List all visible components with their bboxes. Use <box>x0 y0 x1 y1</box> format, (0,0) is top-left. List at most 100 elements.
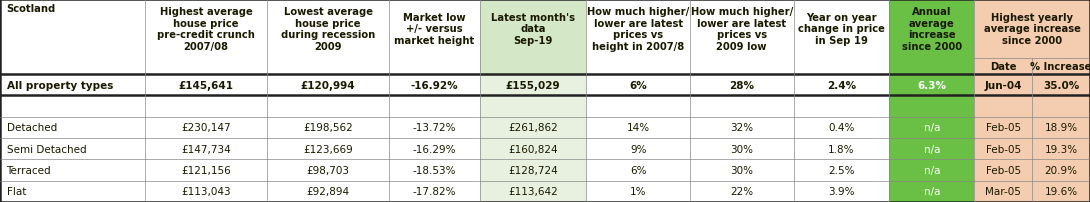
Bar <box>389 0 480 59</box>
Text: -16.29%: -16.29% <box>413 144 456 154</box>
Text: Detached: Detached <box>7 123 57 133</box>
Bar <box>145 0 267 59</box>
Bar <box>1032 59 1090 75</box>
Text: How much higher/
lower are latest
prices vs
2009 low: How much higher/ lower are latest prices… <box>691 7 792 52</box>
Bar <box>586 138 690 160</box>
Bar <box>0 117 145 138</box>
Text: Feb-05: Feb-05 <box>985 144 1021 154</box>
Bar <box>0 59 145 75</box>
Text: 1.8%: 1.8% <box>828 144 855 154</box>
Bar <box>1032 160 1090 181</box>
Bar <box>889 75 974 96</box>
Bar <box>480 75 586 96</box>
Bar <box>974 0 1032 59</box>
Bar <box>480 96 586 117</box>
Bar <box>389 75 480 96</box>
Text: Highest yearly
average increase
since 2000: Highest yearly average increase since 20… <box>984 13 1080 46</box>
Bar <box>267 117 389 138</box>
Text: 6%: 6% <box>629 80 647 90</box>
Bar <box>0 181 145 202</box>
Bar <box>690 181 794 202</box>
Bar <box>1032 75 1090 96</box>
Bar <box>690 0 794 59</box>
Bar <box>794 181 889 202</box>
Text: 35.0%: 35.0% <box>1043 80 1079 90</box>
Bar <box>1032 0 1090 59</box>
Text: 22%: 22% <box>730 186 753 196</box>
Bar <box>586 75 690 96</box>
Bar <box>974 59 1032 75</box>
Bar <box>974 138 1032 160</box>
Text: £121,156: £121,156 <box>181 165 231 175</box>
Bar <box>889 117 974 138</box>
Text: Lowest average
house price
during recession
2009: Lowest average house price during recess… <box>281 7 375 52</box>
Text: Feb-05: Feb-05 <box>985 123 1021 133</box>
Bar <box>267 96 389 117</box>
Bar <box>586 160 690 181</box>
Text: All property types: All property types <box>7 80 113 90</box>
Bar <box>586 96 690 117</box>
Bar <box>389 117 480 138</box>
Bar <box>794 138 889 160</box>
Text: £92,894: £92,894 <box>306 186 350 196</box>
Bar <box>0 160 145 181</box>
Text: 2.5%: 2.5% <box>828 165 855 175</box>
Bar <box>389 59 480 75</box>
Bar <box>1032 138 1090 160</box>
Text: 28%: 28% <box>729 80 754 90</box>
Bar <box>480 160 586 181</box>
Bar <box>480 59 586 75</box>
Text: 2.4%: 2.4% <box>827 80 856 90</box>
Bar <box>889 96 974 117</box>
Bar <box>794 75 889 96</box>
Text: How much higher/
lower are latest
prices vs
height in 2007/8: How much higher/ lower are latest prices… <box>588 7 689 52</box>
Text: £128,724: £128,724 <box>508 165 558 175</box>
Bar <box>145 96 267 117</box>
Bar <box>1032 181 1090 202</box>
Bar <box>0 75 145 96</box>
Bar <box>690 160 794 181</box>
Bar <box>889 59 974 75</box>
Bar <box>0 96 145 117</box>
Bar <box>389 96 480 117</box>
Text: Mar-05: Mar-05 <box>985 186 1021 196</box>
Bar <box>974 96 1032 117</box>
Text: £261,862: £261,862 <box>508 123 558 133</box>
Text: 32%: 32% <box>730 123 753 133</box>
Bar <box>794 0 889 59</box>
Text: n/a: n/a <box>923 165 941 175</box>
Bar <box>267 160 389 181</box>
Bar <box>690 117 794 138</box>
Text: Date: Date <box>990 62 1017 72</box>
Text: £113,642: £113,642 <box>508 186 558 196</box>
Bar <box>1032 117 1090 138</box>
Text: 19.6%: 19.6% <box>1044 186 1078 196</box>
Text: £198,562: £198,562 <box>303 123 353 133</box>
Text: 18.9%: 18.9% <box>1044 123 1078 133</box>
Bar <box>389 181 480 202</box>
Text: 30%: 30% <box>730 165 753 175</box>
Bar <box>586 0 690 59</box>
Bar <box>145 75 267 96</box>
Text: n/a: n/a <box>923 144 941 154</box>
Text: -17.82%: -17.82% <box>413 186 456 196</box>
Bar <box>974 75 1032 96</box>
Text: Terraced: Terraced <box>7 165 51 175</box>
Text: 3.9%: 3.9% <box>828 186 855 196</box>
Bar <box>267 181 389 202</box>
Text: 19.3%: 19.3% <box>1044 144 1078 154</box>
Text: -13.72%: -13.72% <box>413 123 456 133</box>
Bar <box>267 138 389 160</box>
Text: £113,043: £113,043 <box>181 186 231 196</box>
Bar <box>480 117 586 138</box>
Text: 0.4%: 0.4% <box>828 123 855 133</box>
Bar <box>889 160 974 181</box>
Bar <box>586 181 690 202</box>
Bar <box>586 59 690 75</box>
Text: £98,703: £98,703 <box>306 165 350 175</box>
Text: £147,734: £147,734 <box>181 144 231 154</box>
Text: Feb-05: Feb-05 <box>985 165 1021 175</box>
Text: Jun-04: Jun-04 <box>984 80 1022 90</box>
Bar <box>389 138 480 160</box>
Bar <box>889 138 974 160</box>
